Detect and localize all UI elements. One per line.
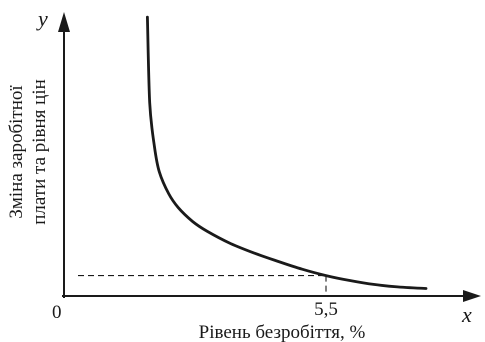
y-axis-title-line-1: Зміна заробітної — [6, 85, 27, 219]
y-axis-title-line-2: плати та рівня цін — [29, 79, 50, 225]
x-axis-title: Рівень безробіття, % — [199, 322, 366, 342]
axes — [58, 12, 481, 302]
x-axis-arrowhead — [463, 290, 481, 302]
guide-lines — [78, 275, 327, 296]
x-tick-label: 5,5 — [314, 299, 338, 320]
y-axis-title: Зміна заробітної плати та рівня цін — [6, 79, 50, 225]
x-axis-letter: x — [461, 302, 472, 327]
y-axis-letter: y — [36, 6, 48, 31]
origin-label: 0 — [52, 302, 62, 323]
y-axis-arrowhead — [58, 12, 70, 32]
phillips-curve-series — [146, 15, 428, 290]
